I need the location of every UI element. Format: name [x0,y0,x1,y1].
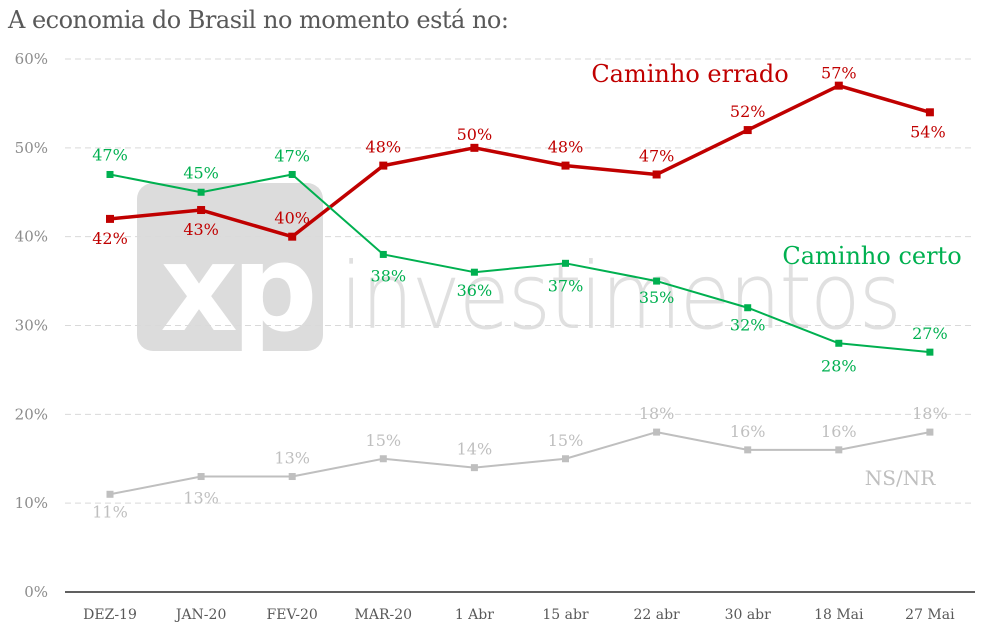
data-point [106,490,114,498]
x-tick-label: 15 abr [542,607,589,623]
legend-label: NS/NR [865,466,936,490]
data-point [562,259,569,267]
x-tick-label: MAR-20 [355,607,413,623]
y-tick-label: 20% [15,405,48,423]
series-ns-nr: 11% 13% 13% 15% 14% 15% 18% 16% 16% 18% [92,404,947,521]
x-tick-label: 22 abr [633,607,680,623]
data-label: 15% [366,431,402,450]
y-tick-label: 30% [15,317,48,335]
data-point [197,473,205,481]
y-tick-label: 40% [15,228,48,246]
data-point [835,446,843,454]
data-label: 28% [821,356,857,375]
x-tick-label: 27 Mai [905,607,955,623]
data-label: 37% [548,276,584,295]
data-point [470,143,479,152]
data-label: 15% [548,431,584,450]
data-label: 11% [92,502,128,521]
x-tick-label: 30 abr [725,607,772,623]
data-point [926,428,934,436]
series-line [109,431,931,496]
data-label: 48% [548,138,584,157]
data-point [288,473,296,481]
series-line [109,173,930,354]
series-line [109,83,931,239]
data-point [106,170,114,178]
data-label: 36% [457,281,493,300]
data-point [835,339,843,347]
data-point [653,277,661,285]
data-point [744,304,752,312]
legend-label: Caminho errado [591,60,788,88]
data-label: 18% [912,404,948,423]
data-label: 54% [910,122,946,141]
data-label: 18% [639,404,675,423]
data-point [470,464,478,472]
data-label: 32% [730,316,766,335]
data-point [562,455,569,463]
x-tick-label: JAN-20 [174,607,227,623]
data-label: 27% [912,324,948,343]
data-label: 57% [821,64,857,83]
data-point [470,268,478,276]
data-label: 42% [92,229,128,248]
watermark-brand: xp [160,220,312,359]
data-label: 40% [274,209,310,228]
data-point [379,250,387,258]
data-label: 47% [639,146,675,165]
data-label: 47% [274,146,310,165]
data-label: 52% [730,102,766,121]
data-point [652,170,661,179]
data-point [197,206,206,215]
data-point [288,232,297,241]
data-label: 45% [183,163,219,182]
series-caminho-certo: 47% 45% 47% 38% 36% 37% 35% 32% 28% 27% [92,145,947,375]
data-label: 16% [821,422,857,441]
x-tick-label: FEV-20 [267,607,318,623]
data-label: 35% [639,288,675,307]
data-point [106,214,114,223]
data-point [561,161,570,170]
data-point [379,455,387,463]
data-label: 43% [183,220,219,239]
data-label: 13% [183,489,219,508]
series-caminho-errado: 42% 43% 40% 48% 50% 48% 47% 52% 57% 54% [92,64,945,248]
x-tick-label: 1 Abr [455,607,494,623]
data-point [288,170,296,178]
data-point [379,161,388,170]
data-point [925,108,934,117]
data-point [834,81,843,90]
data-point [197,188,205,196]
data-point [743,126,752,135]
data-label: 50% [457,125,493,144]
data-point [744,446,752,454]
y-tick-label: 50% [15,139,48,157]
y-tick-label: 60% [15,50,48,68]
data-label: 13% [274,449,310,468]
data-label: 16% [730,422,766,441]
data-label: 48% [366,138,402,157]
data-label: 47% [92,145,128,164]
data-label: 14% [457,440,493,459]
x-tick-label: 18 Mai [814,607,864,623]
legend-label: Caminho certo [782,242,961,270]
y-tick-label: 10% [15,494,48,512]
y-tick-label: 0% [24,583,48,601]
xp-watermark-logo: xp investimentos [137,183,902,359]
data-point [926,348,934,356]
data-point [653,428,661,436]
data-label: 38% [371,266,407,285]
chart-title: A economia do Brasil no momento está no: [8,6,509,34]
x-tick-label: DEZ-19 [83,607,137,623]
